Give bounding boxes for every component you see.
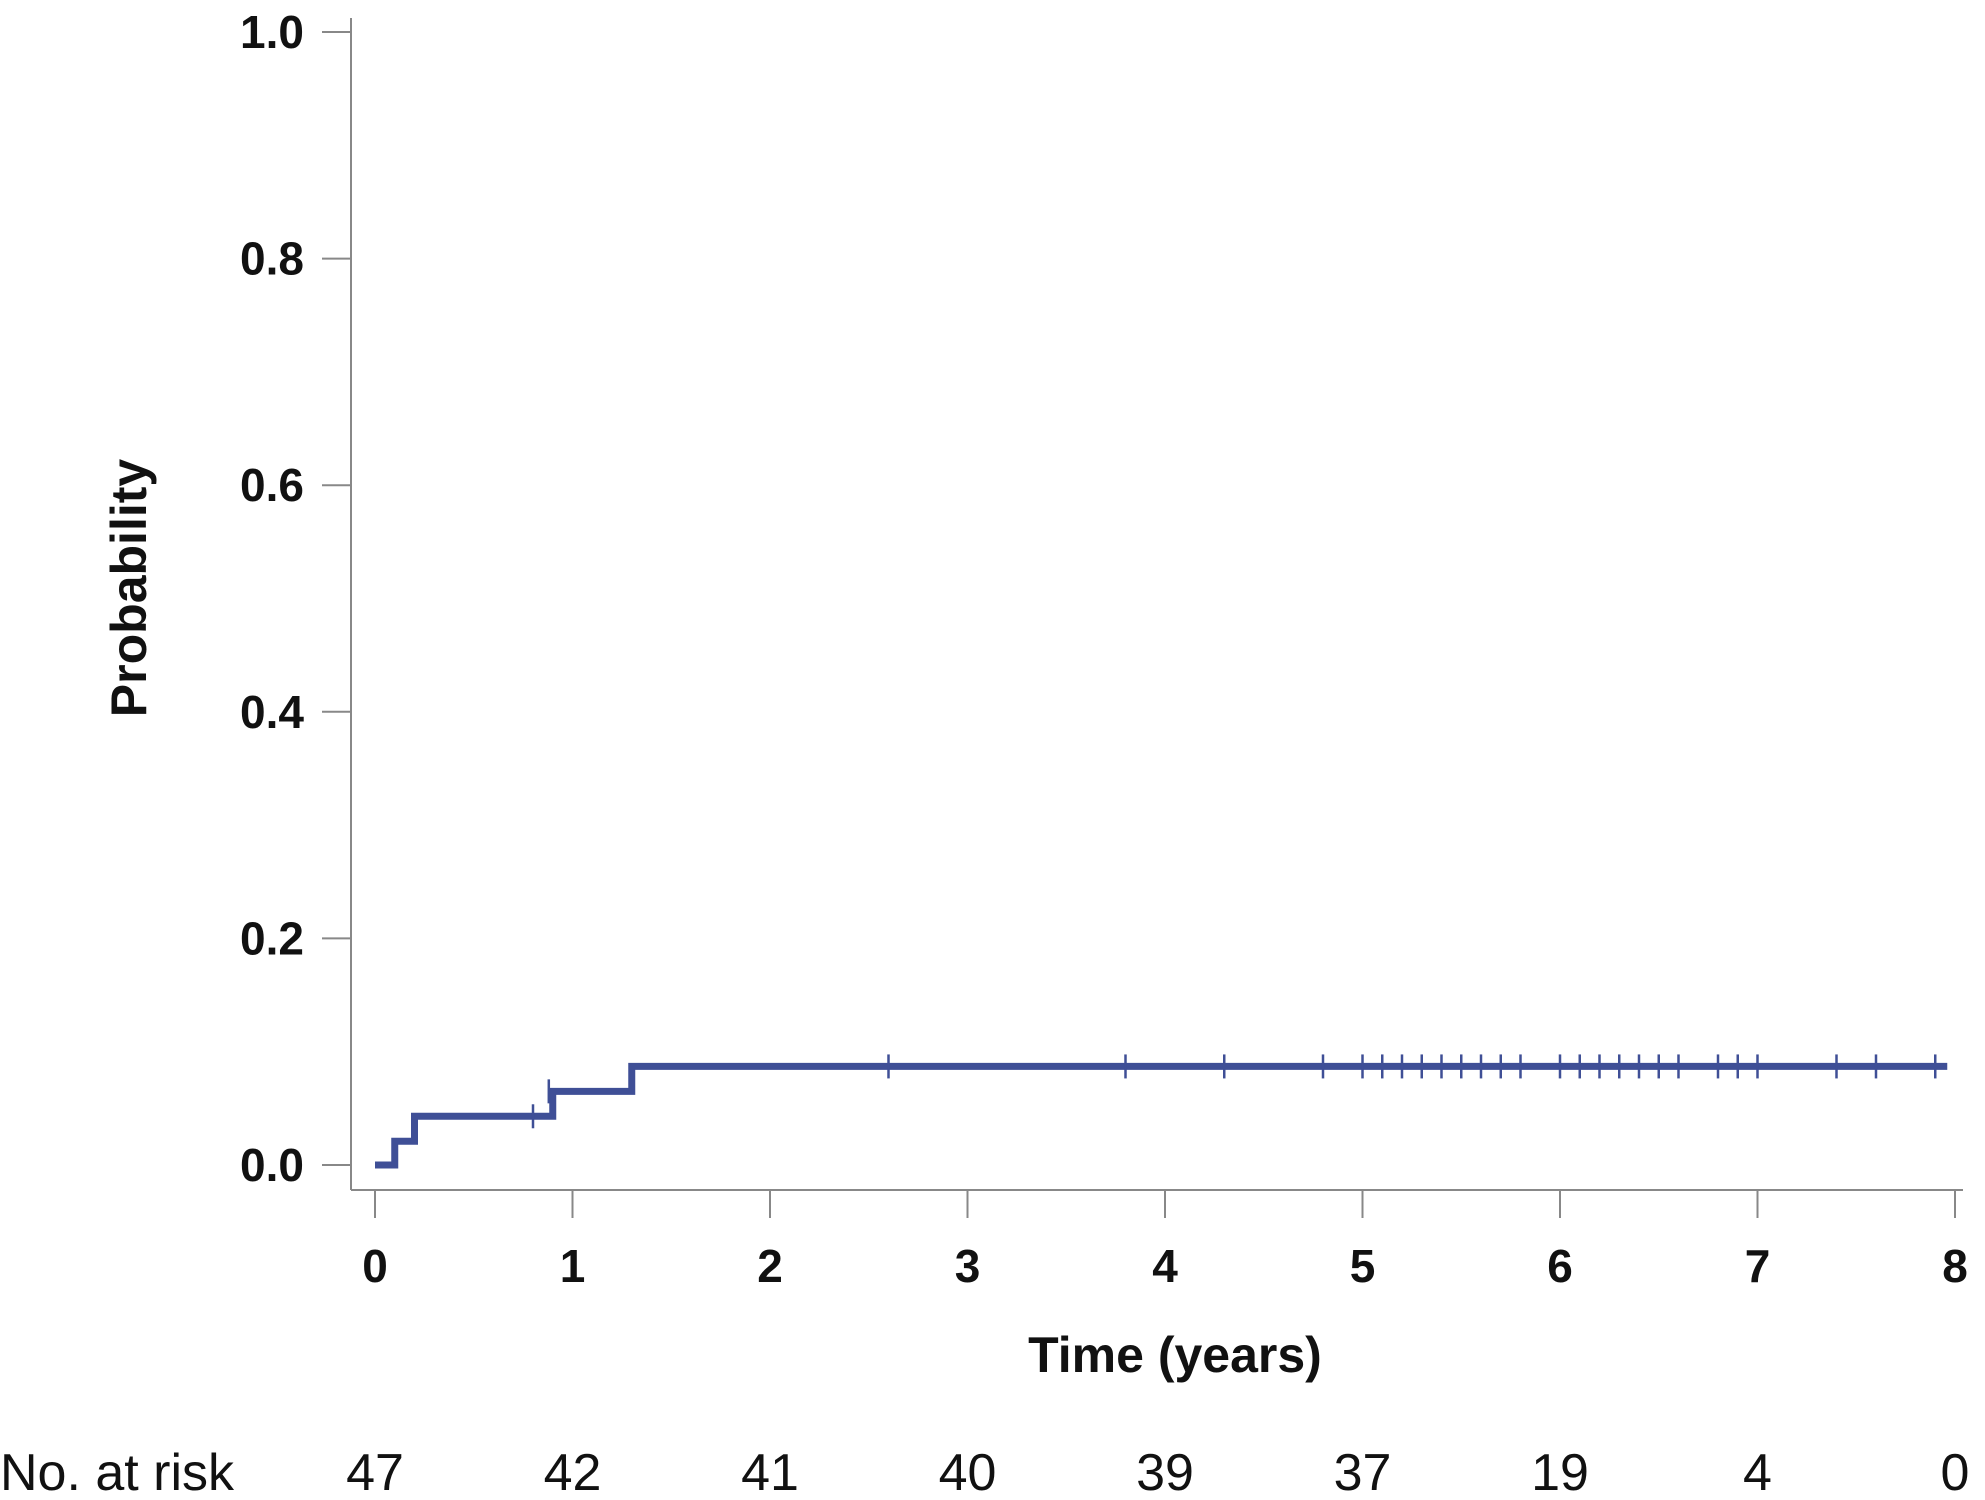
km-step-line: [375, 1062, 1948, 1169]
risk-value: 40: [939, 1444, 997, 1500]
risk-value: 41: [741, 1444, 799, 1500]
y-axis-ticks: 0.0 0.2 0.4 0.6 0.8 1.0: [240, 6, 351, 1191]
y-tick-label: 0.8: [240, 233, 304, 285]
x-tick-label: 5: [1350, 1240, 1376, 1292]
risk-value: 47: [346, 1444, 404, 1500]
x-tick-label: 0: [362, 1240, 388, 1292]
risk-table: 47 42 41 40 39 37 19 4 0: [346, 1444, 1969, 1500]
x-tick-label: 2: [757, 1240, 783, 1292]
y-tick-label: 0.2: [240, 912, 304, 964]
x-tick-label: 7: [1745, 1240, 1771, 1292]
x-tick-label: 4: [1152, 1240, 1178, 1292]
x-tick-label: 3: [955, 1240, 981, 1292]
y-tick-label: 0.4: [240, 686, 304, 738]
y-tick-label: 1.0: [240, 6, 304, 58]
x-axis-ticks: 0 1 2 3 4 5 6 7 8: [362, 1190, 1968, 1292]
series-layer: [375, 1054, 1948, 1169]
risk-value: 19: [1531, 1444, 1589, 1500]
risk-value: 37: [1334, 1444, 1392, 1500]
x-axis-title: Time (years): [1028, 1327, 1322, 1383]
risk-value: 0: [1941, 1444, 1970, 1500]
y-tick-label: 0.0: [240, 1139, 304, 1191]
x-tick-label: 1: [560, 1240, 586, 1292]
risk-value: 39: [1136, 1444, 1194, 1500]
x-tick-label: 8: [1942, 1240, 1968, 1292]
x-tick-label: 6: [1547, 1240, 1573, 1292]
risk-value: 4: [1743, 1444, 1772, 1500]
y-axis-title: Probability: [101, 459, 157, 718]
y-tick-label: 0.6: [240, 459, 304, 511]
risk-table-label: No. at risk: [0, 1444, 235, 1500]
risk-value: 42: [544, 1444, 602, 1500]
